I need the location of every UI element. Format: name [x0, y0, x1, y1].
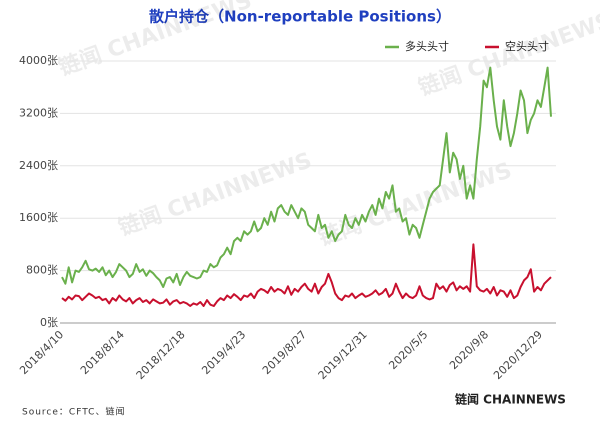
- y-tick-label: 1600张: [19, 211, 58, 224]
- y-tick-label: 2400张: [19, 159, 58, 172]
- series-line: [61, 243, 552, 307]
- y-tick-label: 0张: [40, 316, 58, 329]
- watermark: 链闻 CHAINNEWS: [315, 157, 515, 251]
- logo: 链闻 CHAINNEWS: [455, 392, 566, 407]
- x-tick-label: 2019/12/31: [316, 328, 370, 382]
- x-tick-label: 2018/12/18: [134, 328, 188, 382]
- x-tick-label: 2019/8/27: [260, 328, 309, 377]
- x-tick-label: 2018/4/10: [17, 328, 66, 377]
- legend-label: 多头头寸: [405, 39, 449, 53]
- legend-label: 空头头寸: [505, 39, 549, 53]
- y-tick-label: 800张: [26, 264, 58, 277]
- x-tick-label: 2020/5/5: [386, 328, 430, 372]
- source: Source：CFTC、链闻: [22, 406, 125, 418]
- x-tick-label: 2019/4/23: [199, 328, 248, 377]
- watermark: 链闻 CHAINNEWS: [115, 147, 315, 241]
- series-line: [61, 66, 552, 288]
- watermarks: 链闻 CHAINNEWS 链闻 CHAINNEWS 链闻 CHAINNEWS 链…: [55, 0, 600, 251]
- y-tick-label: 4000张: [19, 54, 58, 67]
- y-tick-label: 3200张: [19, 106, 58, 119]
- x-tick-label: 2020/9/8: [447, 328, 491, 372]
- x-tick-label: 2018/8/14: [78, 328, 127, 377]
- x-tick-label: 2020/12/29: [491, 328, 545, 382]
- chart-title: 散户持仓（Non-reportable Positions）: [149, 8, 451, 26]
